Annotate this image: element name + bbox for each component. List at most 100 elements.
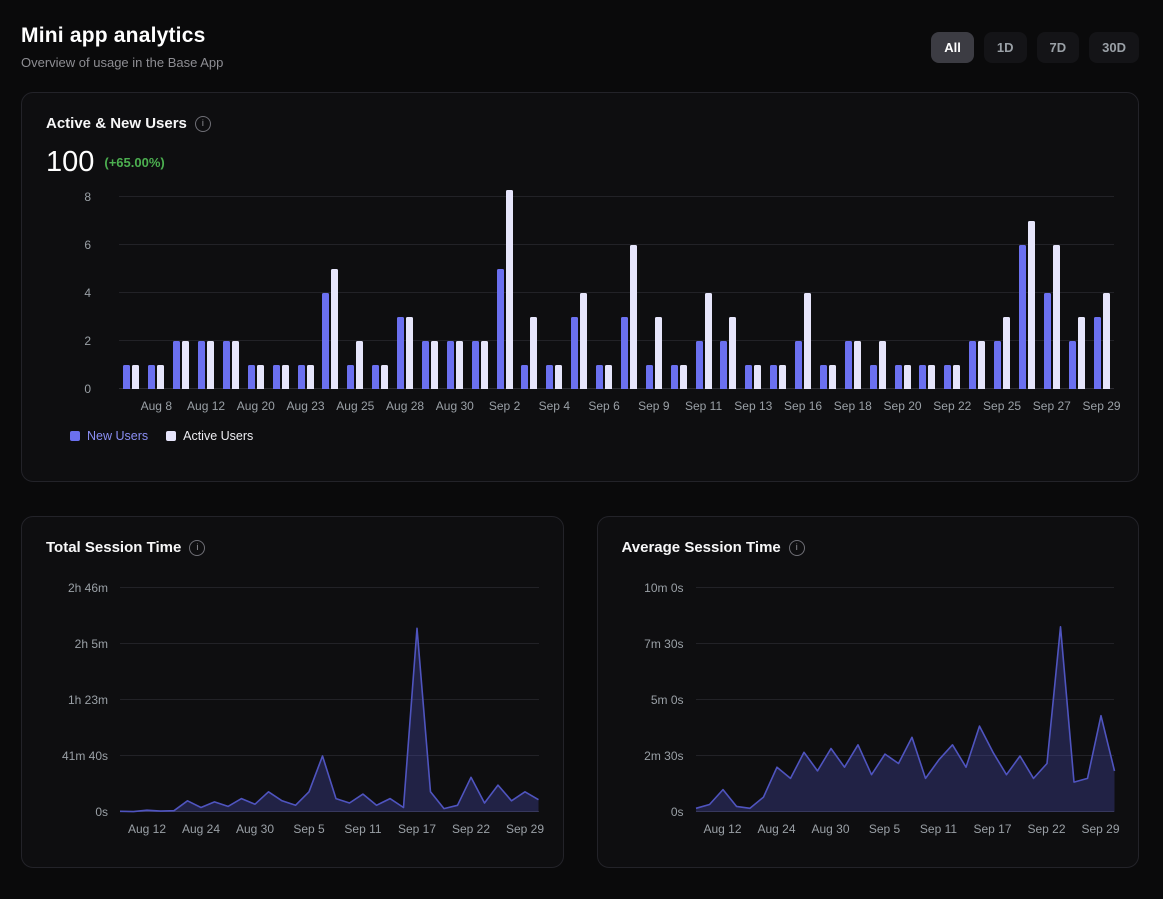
total-session-time-title: Total Session Time bbox=[46, 539, 182, 556]
active-users-bar bbox=[704, 293, 712, 389]
active-users-bar bbox=[1102, 293, 1110, 389]
bar-group-sep-23 bbox=[965, 197, 990, 389]
x-axis-tick-label: Aug 24 bbox=[757, 822, 796, 836]
new-users-swatch bbox=[70, 431, 80, 441]
users-x-axis: Aug 8 Aug 12 Aug 20 Aug 23 Aug 25 Aug 28 Aug 3… bbox=[119, 395, 1121, 417]
bar-group-aug-28 bbox=[393, 197, 418, 389]
bar-group-aug-25 bbox=[343, 197, 368, 389]
x-axis-tick-label: Aug 12 bbox=[187, 399, 226, 413]
active-users-bar bbox=[978, 341, 986, 389]
new-users-bar bbox=[670, 365, 678, 389]
range-button-7d[interactable]: 7D bbox=[1036, 32, 1080, 63]
bar-group-sep-17 bbox=[816, 197, 841, 389]
new-users-bar bbox=[596, 365, 604, 389]
y-axis-tick-label: 7m 30s bbox=[644, 637, 684, 651]
average-session-time-title: Average Session Time bbox=[621, 539, 781, 556]
x-axis-tick-label: Aug 8 bbox=[140, 399, 172, 413]
new-users-bar bbox=[297, 365, 305, 389]
new-users-bar bbox=[645, 365, 653, 389]
gridline bbox=[695, 643, 1114, 644]
users-y-axis: 0 2 4 6 8 bbox=[46, 190, 119, 396]
active-users-bar bbox=[331, 269, 339, 389]
y-axis-tick-label: 41m 40s bbox=[61, 749, 108, 763]
y-axis-tick-label: 4 bbox=[84, 286, 91, 300]
new-users-bar bbox=[1093, 317, 1101, 389]
x-axis-tick-label: Sep 17 bbox=[397, 822, 437, 836]
average-session-time-line bbox=[696, 627, 1115, 809]
new-users-bar bbox=[222, 341, 230, 389]
active-users-bar bbox=[555, 365, 563, 389]
active-users-bar bbox=[804, 293, 812, 389]
info-icon[interactable] bbox=[788, 539, 805, 556]
x-axis-tick-label: Sep 5 bbox=[293, 822, 325, 836]
active-users-bar bbox=[157, 365, 165, 389]
x-axis-tick-label: Sep 6 bbox=[588, 399, 620, 413]
x-axis-tick-label: Sep 29 bbox=[1081, 822, 1120, 836]
bar-group-aug-29 bbox=[418, 197, 443, 389]
average-session-chart-row: 0s 2m 30s 5m 0s 7m 30s 10m 0s Aug 12 Aug 24 Au… bbox=[622, 581, 1119, 840]
x-axis-tick-label: Aug 12 bbox=[703, 822, 742, 836]
new-users-bar bbox=[571, 317, 579, 389]
active-users-bar bbox=[1027, 221, 1035, 389]
total-session-x-axis: Aug 12 Aug 24 Aug 30 Sep 5 Sep 11 Sep 17 Sep 2… bbox=[120, 818, 544, 840]
new-users-bar bbox=[695, 341, 703, 389]
new-users-bar bbox=[944, 365, 952, 389]
new-users-bar bbox=[745, 365, 753, 389]
gridline bbox=[120, 643, 539, 644]
bar-group-sep-27 bbox=[1039, 197, 1064, 389]
new-users-bar bbox=[819, 365, 827, 389]
y-axis-tick-label: 10m 0s bbox=[644, 581, 684, 595]
info-icon[interactable] bbox=[189, 539, 206, 556]
new-users-bar bbox=[173, 341, 181, 389]
active-users-bar bbox=[1077, 317, 1085, 389]
range-button-1d[interactable]: 1D bbox=[983, 32, 1027, 63]
bar-group-sep-4 bbox=[542, 197, 567, 389]
average-session-y-axis: 0s 2m 30s 5m 0s 7m 30s 10m 0s bbox=[622, 581, 696, 819]
growth-percentage: (+65.00%) bbox=[104, 155, 165, 170]
new-users-bar bbox=[521, 365, 529, 389]
range-button-30d[interactable]: 30D bbox=[1089, 32, 1139, 63]
x-axis-tick-label: Sep 29 bbox=[505, 822, 545, 836]
y-axis-tick-label: 2h 46m bbox=[67, 581, 108, 595]
active-users-bar bbox=[629, 245, 637, 389]
legend-item-active-users[interactable]: Active Users bbox=[166, 429, 253, 443]
x-axis-tick-label: Aug 30 bbox=[435, 399, 474, 413]
active-users-bar bbox=[903, 365, 911, 389]
active-users-bar bbox=[828, 365, 836, 389]
active-users-bar bbox=[406, 317, 414, 389]
legend-item-new-users[interactable]: New Users bbox=[70, 429, 148, 443]
total-session-y-axis: 0s 41m 40s 1h 23m 2h 5m 2h 46m bbox=[46, 581, 120, 819]
y-axis-tick-label: 2m 30s bbox=[644, 749, 684, 763]
new-users-bar bbox=[446, 341, 454, 389]
total-session-time-card: Total Session Time 0s 41m 40s 1h 23m 2h 5m 2… bbox=[21, 516, 564, 868]
users-bars bbox=[119, 189, 1114, 389]
session-cards-row: Total Session Time 0s 41m 40s 1h 23m 2h 5m 2… bbox=[21, 516, 1139, 868]
info-icon[interactable] bbox=[194, 115, 211, 132]
active-users-bar bbox=[953, 365, 961, 389]
x-axis-tick-label: Aug 30 bbox=[235, 822, 275, 836]
gridline bbox=[120, 811, 539, 812]
gridline bbox=[120, 755, 539, 756]
average-session-area-svg bbox=[696, 588, 1115, 812]
range-button-all[interactable]: All bbox=[931, 32, 974, 63]
y-axis-tick-label: 2h 5m bbox=[74, 637, 108, 651]
new-users-bar bbox=[397, 317, 405, 389]
active-users-bar bbox=[455, 341, 463, 389]
total-session-time-area-fill bbox=[120, 628, 539, 812]
bar-group-sep-3 bbox=[517, 197, 542, 389]
active-users-swatch bbox=[166, 431, 177, 441]
bar-group-sep-21 bbox=[915, 197, 940, 389]
y-axis-tick-label: 8 bbox=[84, 190, 91, 204]
gridline bbox=[119, 244, 1114, 245]
new-users-bar bbox=[770, 365, 778, 389]
page-subtitle: Overview of usage in the Base App bbox=[21, 55, 224, 70]
new-users-bar bbox=[372, 365, 380, 389]
y-axis-tick-label: 6 bbox=[84, 238, 91, 252]
gridline bbox=[120, 587, 539, 588]
x-axis-tick-label: Aug 30 bbox=[811, 822, 850, 836]
bar-group-sep-10 bbox=[666, 197, 691, 389]
active-users-bar bbox=[928, 365, 936, 389]
active-users-bar bbox=[605, 365, 613, 389]
bar-group-aug-20 bbox=[243, 197, 268, 389]
active-users-bar bbox=[480, 341, 488, 389]
